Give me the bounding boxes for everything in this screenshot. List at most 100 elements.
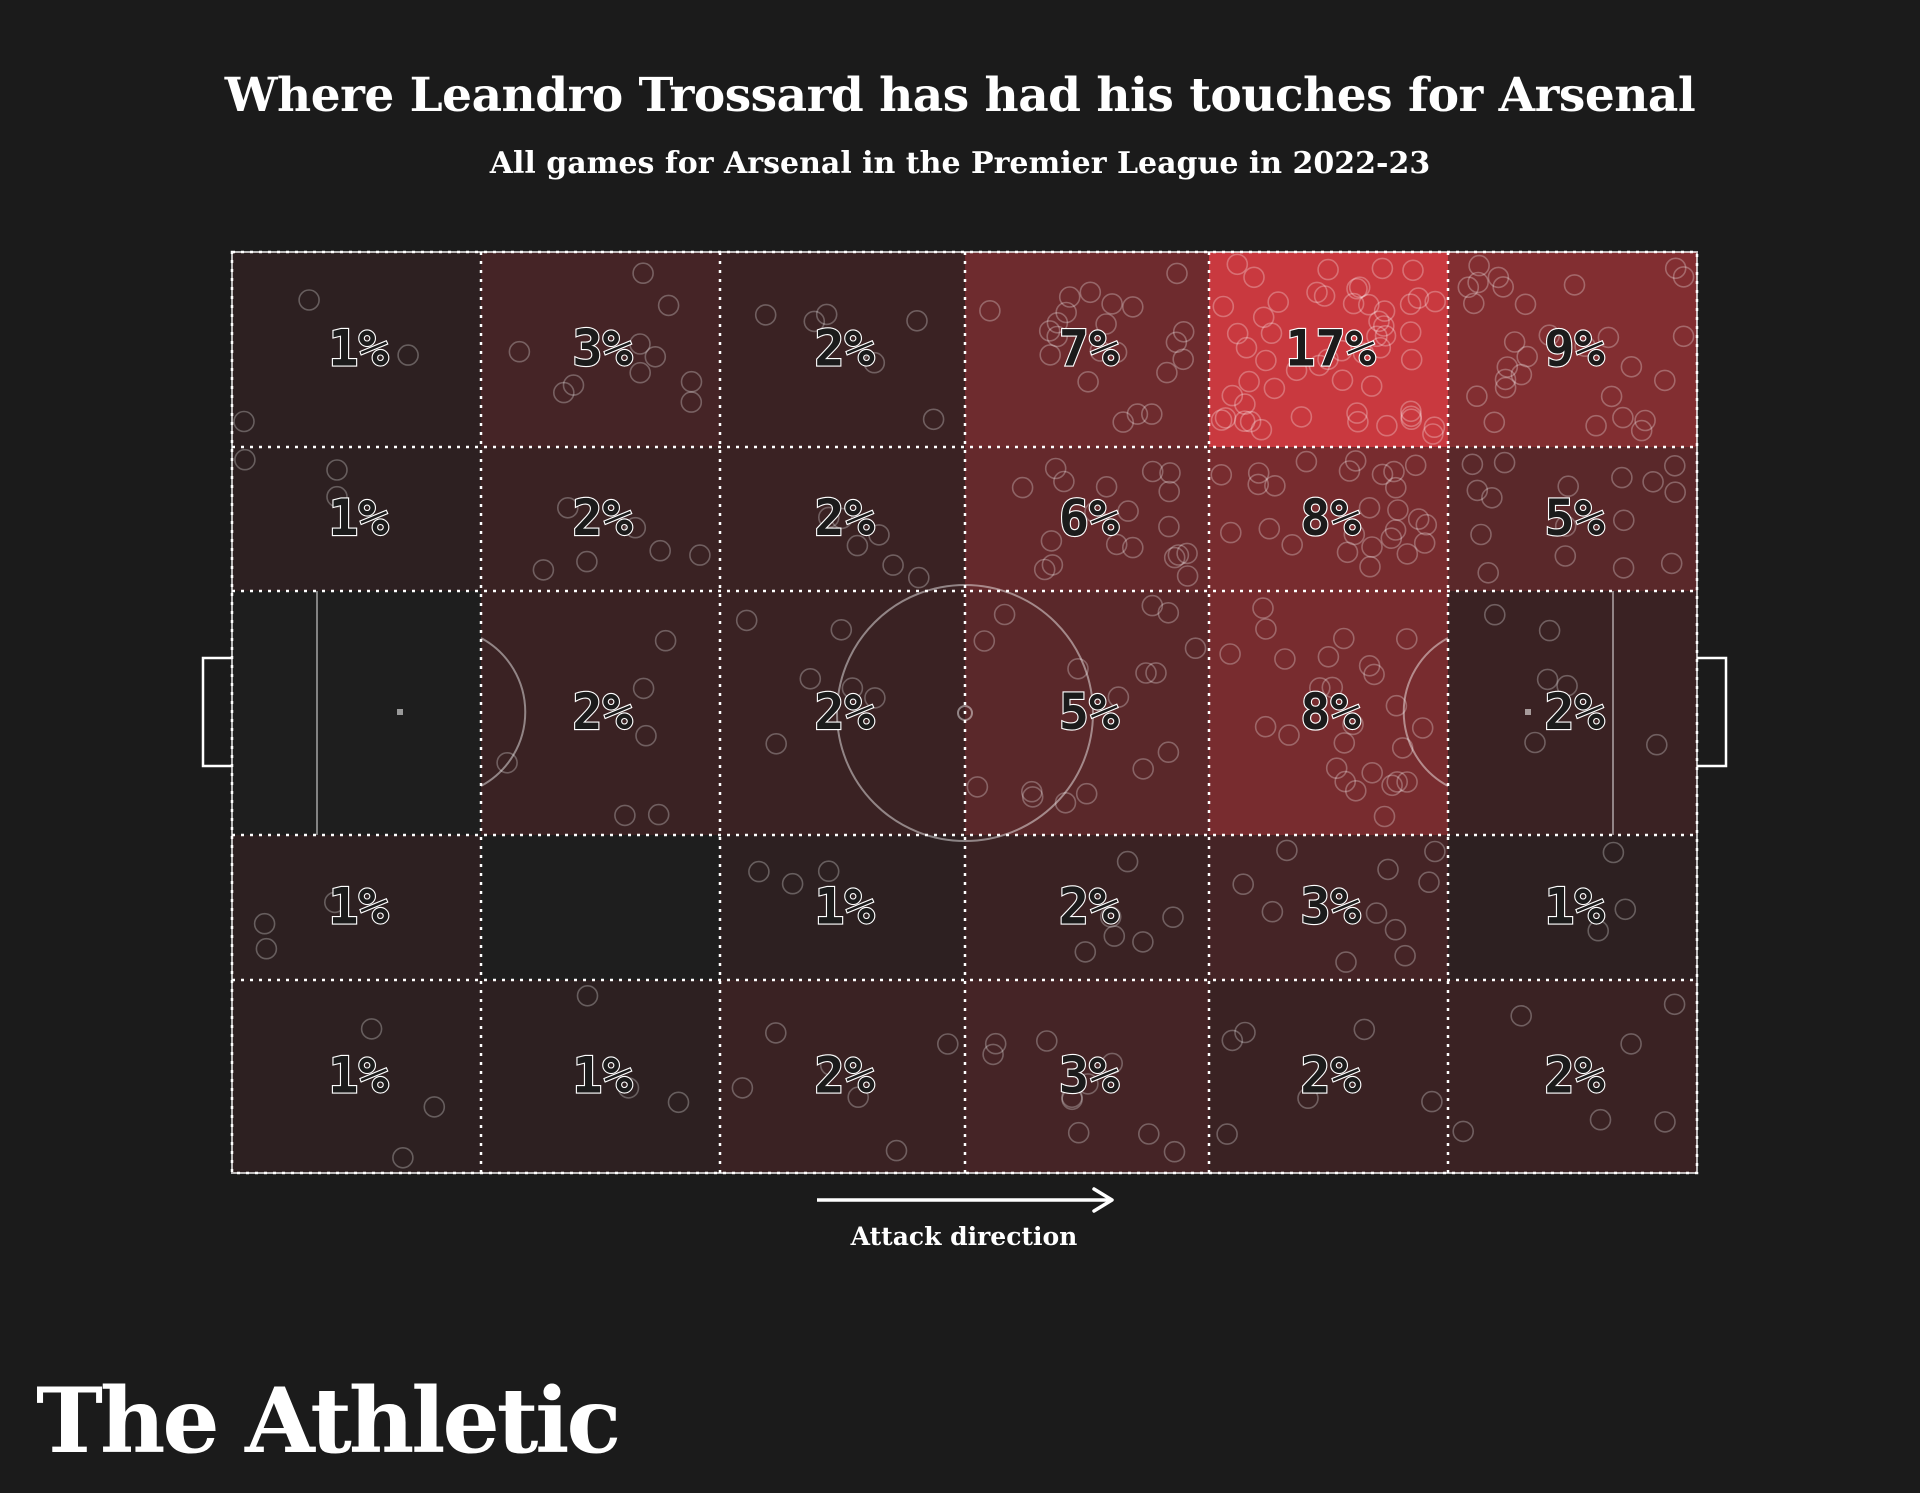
touch-marker [1342, 713, 1364, 736]
touch-marker [1348, 276, 1371, 299]
touch-marker [1216, 1123, 1238, 1145]
cell-value-label-r1-c0: 1% [328, 489, 388, 547]
touch-marker [1470, 523, 1492, 546]
touch-marker [1044, 457, 1067, 480]
touch-marker [392, 1147, 414, 1169]
heatmap-cell-r4-c3 [965, 980, 1209, 1173]
touch-marker [629, 333, 651, 355]
touch-marker [1538, 324, 1561, 347]
cell-value-label-r3-c5: 1% [1544, 878, 1604, 936]
cell-value-label-r4-c0: 1% [328, 1047, 388, 1105]
touch-marker [508, 340, 531, 363]
touch-marker [1058, 286, 1081, 308]
touch-marker [1176, 542, 1198, 565]
touch-marker [819, 1054, 842, 1076]
touch-marker [1400, 348, 1423, 371]
touch-marker [644, 345, 667, 368]
touch-marker [1021, 786, 1044, 808]
touch-marker [1079, 281, 1102, 304]
cell-value-label-r2-c2: 2% [814, 683, 874, 741]
touch-marker [1297, 1087, 1319, 1109]
touch-marker [817, 860, 840, 883]
touch-marker [1342, 292, 1365, 315]
heatmap-cell-r4-c1 [481, 980, 720, 1173]
touch-marker [1235, 336, 1258, 359]
touch-marker [1369, 336, 1392, 359]
touch-marker [1343, 523, 1366, 546]
touch-marker [1105, 533, 1128, 556]
touch-marker [1396, 543, 1419, 565]
touch-marker [1516, 345, 1538, 368]
touch-marker [1061, 1088, 1083, 1111]
touch-marker [1383, 460, 1405, 483]
touch-marker [1359, 555, 1381, 578]
heatmap-cell-r3-c0 [232, 835, 481, 980]
heatmap-cell-r3-c2 [720, 835, 965, 980]
touch-marker [1308, 354, 1331, 377]
cell-value-label-r2-c5: 2% [1544, 683, 1604, 741]
touch-marker [255, 937, 278, 960]
heatmap-cell-r3-c1 [481, 835, 720, 980]
touch-marker [1418, 871, 1440, 894]
touch-marker [1046, 311, 1069, 334]
cell-value-label-r1-c1: 2% [572, 489, 632, 547]
heatmap-cell-r2-c1 [481, 591, 720, 835]
touch-marker [689, 544, 711, 566]
touch-marker [1039, 344, 1061, 366]
touch-marker [1165, 331, 1188, 354]
touch-marker [1172, 348, 1194, 371]
touch-marker [735, 609, 758, 632]
touch-marker [764, 1022, 787, 1044]
touch-marker [1335, 951, 1357, 973]
touch-marker [1466, 479, 1489, 502]
touch-marker [1424, 840, 1446, 863]
touch-marker [1210, 409, 1233, 431]
arrow-head-icon [1092, 1187, 1114, 1213]
touch-marker [1557, 475, 1579, 498]
touch-marker [1112, 411, 1134, 433]
touch-marker [1620, 1033, 1642, 1055]
touch-marker [1157, 741, 1180, 764]
touch-marker [1510, 1004, 1532, 1027]
touch-marker [1067, 1121, 1090, 1144]
heatmap-cell-r3-c5 [1448, 835, 1697, 980]
touch-marker [1611, 466, 1633, 489]
touch-marker [885, 1139, 908, 1162]
touch-marker [1309, 677, 1331, 699]
touch-marker [1117, 500, 1139, 522]
touch-marker [1385, 476, 1407, 499]
touch-marker [1424, 290, 1446, 313]
touch-marker [326, 485, 348, 508]
touch-marker [984, 1032, 1007, 1055]
touch-marker [1345, 779, 1367, 802]
touch-marker [1602, 841, 1625, 864]
touch-marker [1466, 385, 1488, 408]
heatmap-cell-r2-c3 [965, 591, 1209, 835]
touch-markers [233, 253, 1695, 1169]
touch-marker [1373, 315, 1395, 337]
touch-marker [423, 1096, 446, 1118]
touch-marker [1247, 462, 1270, 484]
touch-marker [1496, 356, 1519, 378]
touch-marker [1463, 292, 1485, 315]
touch-marker [1346, 402, 1368, 424]
touch-marker [1122, 296, 1144, 318]
touch-marker [1158, 515, 1180, 538]
touch-marker [1411, 717, 1434, 739]
cell-value-label-r0-c3: 7% [1059, 320, 1119, 378]
touch-marker [1101, 1052, 1123, 1075]
touch-marker [1556, 674, 1578, 697]
touch-marker [993, 603, 1016, 626]
heatmap-cell-r4-c5 [1448, 980, 1697, 1173]
touch-marker [680, 391, 703, 413]
cell-value-label-r3-c4: 3% [1300, 878, 1360, 936]
touch-marker [1107, 686, 1130, 708]
touch-marker [326, 459, 348, 481]
centre-spot [957, 705, 973, 721]
touch-marker [1330, 339, 1353, 362]
touch-marker [1163, 546, 1186, 569]
touch-marker [1660, 552, 1683, 575]
touch-marker [1483, 411, 1506, 434]
touch-marker [1333, 627, 1355, 650]
touch-marker [1363, 663, 1385, 686]
